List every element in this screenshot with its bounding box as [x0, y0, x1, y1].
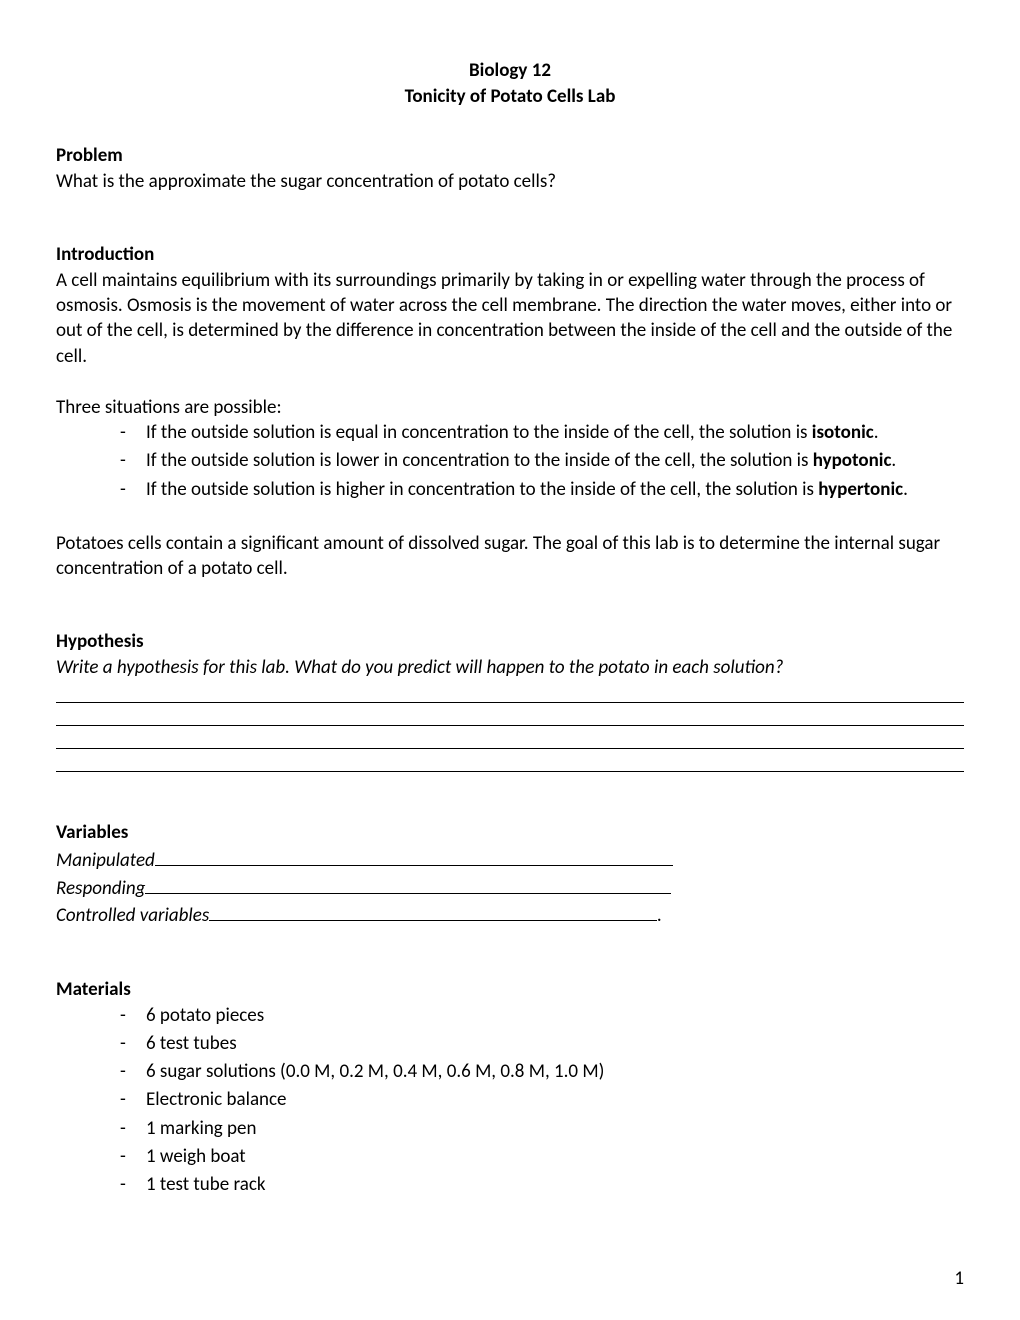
materials-item: 6 sugar solutions (0.0 M, 0.2 M, 0.4 M, … [120, 1059, 964, 1084]
blank-line [56, 680, 964, 703]
page-number: 1 [954, 1267, 964, 1290]
variable-row: Responding [56, 874, 964, 902]
materials-item: 6 test tubes [120, 1031, 964, 1056]
materials-item: 1 weigh boat [120, 1144, 964, 1169]
variable-underline [155, 846, 673, 866]
variables-heading: Variables [56, 820, 964, 846]
title-block: Biology 12 Tonicity of Potato Cells Lab [56, 58, 964, 109]
blank-line [56, 703, 964, 726]
materials-heading: Materials [56, 977, 964, 1003]
situation-text-pre: If the outside solution is higher in con… [146, 478, 818, 501]
blank-line [56, 749, 964, 772]
materials-item: Electronic balance [120, 1087, 964, 1112]
situation-term: isotonic [812, 421, 874, 444]
variable-label: Controlled variables [56, 903, 209, 929]
variable-underline [209, 901, 657, 921]
situation-text-post: . [891, 449, 896, 472]
situations-intro: Three situations are possible: [56, 395, 964, 420]
situation-text-pre: If the outside solution is lower in conc… [146, 449, 813, 472]
situation-text-post: . [874, 421, 879, 444]
introduction-para1: A cell maintains equilibrium with its su… [56, 268, 964, 369]
materials-item: 6 potato pieces [120, 1003, 964, 1028]
situations-list: If the outside solution is equal in conc… [56, 420, 964, 502]
problem-heading: Problem [56, 143, 964, 169]
variable-label: Manipulated [56, 848, 155, 874]
problem-text: What is the approximate the sugar concen… [56, 169, 964, 194]
materials-item: 1 marking pen [120, 1116, 964, 1141]
title-line-2: Tonicity of Potato Cells Lab [56, 84, 964, 110]
hypothesis-prompt: Write a hypothesis for this lab. What do… [56, 655, 964, 680]
variable-row: Controlled variables. [56, 901, 964, 929]
variable-underline [145, 874, 671, 894]
materials-list: 6 potato pieces 6 test tubes 6 sugar solut… [56, 1003, 964, 1198]
blank-line [56, 726, 964, 749]
variable-label: Responding [56, 876, 145, 902]
situation-term: hypertonic [818, 478, 903, 501]
variable-row: Manipulated [56, 846, 964, 874]
situation-text-post: . [903, 478, 908, 501]
introduction-para2: Potatoes cells contain a significant amo… [56, 531, 964, 582]
variable-trailing: . [657, 903, 662, 929]
situation-term: hypotonic [813, 449, 892, 472]
situation-item: If the outside solution is lower in conc… [120, 448, 964, 473]
materials-item: 1 test tube rack [120, 1172, 964, 1197]
introduction-heading: Introduction [56, 242, 964, 268]
hypothesis-heading: Hypothesis [56, 629, 964, 655]
situation-item: If the outside solution is higher in con… [120, 477, 964, 502]
page: Biology 12 Tonicity of Potato Cells Lab … [0, 0, 1020, 1320]
situation-item: If the outside solution is equal in conc… [120, 420, 964, 445]
title-line-1: Biology 12 [56, 58, 964, 84]
situation-text-pre: If the outside solution is equal in conc… [146, 421, 812, 444]
variables-rows: ManipulatedRespondingControlled variable… [56, 846, 964, 929]
